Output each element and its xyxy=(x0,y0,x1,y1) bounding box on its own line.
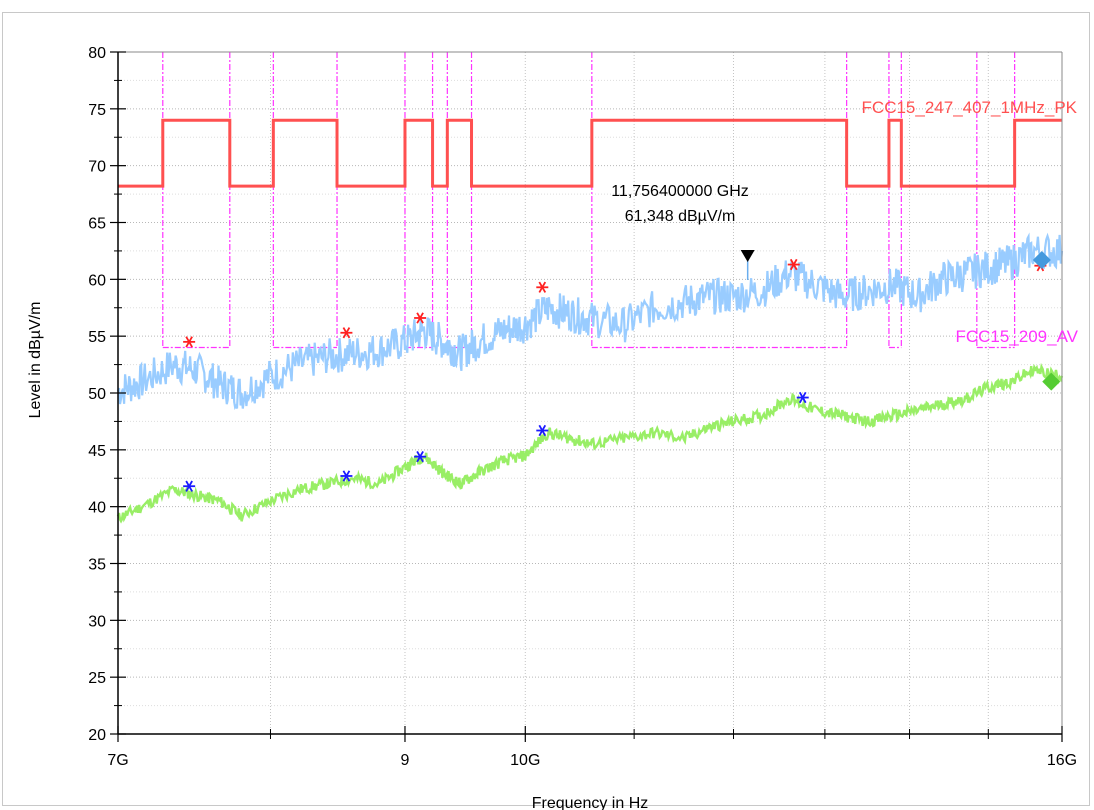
y-tick-label: 70 xyxy=(88,159,106,176)
marker-level-label: 61,348 dBµV/m xyxy=(625,208,736,225)
y-tick-label: 65 xyxy=(88,216,106,233)
y-tick-label: 60 xyxy=(88,272,106,289)
x-tick-label: 9 xyxy=(401,752,410,769)
marker-triangle xyxy=(740,250,755,263)
star-stroke xyxy=(789,258,798,271)
peak-trace xyxy=(116,232,1064,411)
peak-point xyxy=(183,336,196,348)
y-axis-title: Level in dBµV/m xyxy=(27,302,44,419)
peak-point xyxy=(340,327,353,339)
axes: 20 25 30 35 40 45 50 55 60 65 70 75 80 7G 9 10G 16G xyxy=(88,45,1077,769)
av-point xyxy=(796,391,809,404)
chart-frame xyxy=(2,12,1090,806)
x-axis-title: Frequency in Hz xyxy=(532,795,649,810)
peak-point xyxy=(787,258,800,271)
y-tick-label: 55 xyxy=(88,329,106,346)
av-point xyxy=(536,424,549,437)
y-tick-label: 75 xyxy=(88,102,106,119)
x-tick-label: 16G xyxy=(1047,752,1077,769)
peak-limit-line xyxy=(118,118,1062,188)
star-stroke xyxy=(798,391,807,404)
star-stroke xyxy=(416,312,424,324)
y-tick-label: 20 xyxy=(88,727,106,744)
av-point xyxy=(183,480,196,492)
y-tick-label: 45 xyxy=(88,443,106,460)
points xyxy=(183,250,1061,492)
y-tick-label: 30 xyxy=(88,613,106,630)
star-stroke xyxy=(538,424,547,437)
traces xyxy=(116,232,1064,524)
av-point xyxy=(340,470,353,482)
final-peak-point xyxy=(1032,251,1051,270)
x-tick-label: 7G xyxy=(107,752,128,769)
star-stroke xyxy=(342,327,351,339)
star-stroke xyxy=(185,480,193,492)
star-stroke xyxy=(538,281,547,293)
star-stroke xyxy=(416,451,424,463)
final-av-point xyxy=(1042,372,1061,391)
star-stroke xyxy=(342,470,351,482)
y-tick-label: 80 xyxy=(88,45,106,62)
peak-point xyxy=(414,312,427,324)
x-tick-label: 10G xyxy=(510,752,540,769)
star-stroke xyxy=(185,336,193,348)
y-tick-label: 40 xyxy=(88,500,106,517)
peak-limit-label: FCC15_247_407_1MHz_PK xyxy=(862,98,1078,117)
marker-frequency-label: 11,756400000 GHz xyxy=(611,183,749,200)
y-tick-label: 35 xyxy=(88,557,106,574)
y-tick-label: 25 xyxy=(88,670,106,687)
average-trace xyxy=(116,362,1064,524)
av-limit-label: FCC15_209_AV xyxy=(955,327,1078,346)
y-tick-label: 50 xyxy=(88,386,106,403)
peak-point xyxy=(536,281,549,293)
limit-lines xyxy=(118,52,1062,349)
av-point xyxy=(414,451,427,463)
